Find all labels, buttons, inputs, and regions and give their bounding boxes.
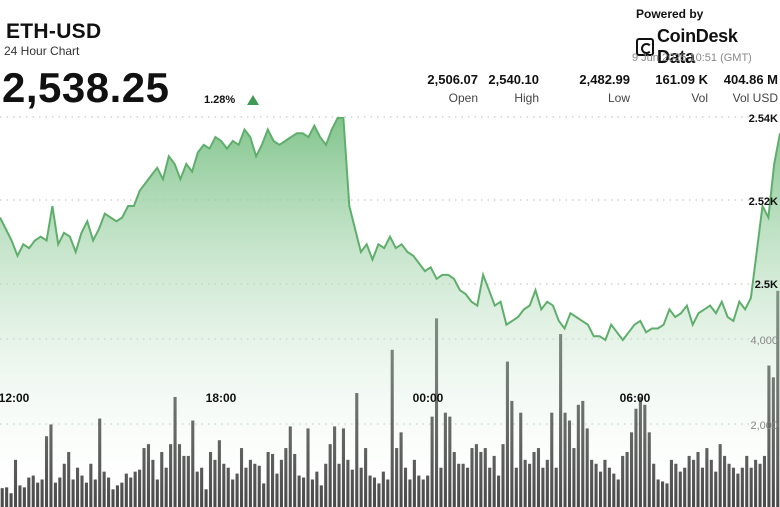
stat-value: 2,482.99	[579, 72, 630, 87]
x-tick-label: 12:00	[0, 391, 30, 405]
brand-name: CoinDesk Data	[656, 26, 738, 67]
price-area	[0, 118, 780, 507]
stat-label: Vol USD	[732, 91, 778, 105]
stat-value: 404.86 M	[723, 72, 778, 87]
x-tick-label: 18:00	[206, 391, 237, 405]
coindesk-logo-icon	[636, 38, 654, 56]
stat-label: Low	[607, 91, 630, 105]
stat-value: 161.09 K	[655, 72, 708, 87]
volume-tick-label: 2,000	[750, 420, 778, 432]
volume-tick-label: 4,000	[750, 335, 778, 347]
price-change: 1.28%	[204, 94, 236, 106]
y-tick-label: 2.5K	[755, 279, 778, 291]
y-tick-label: 2.54K	[749, 113, 778, 125]
stat-open: 2,506.07 Open	[427, 72, 478, 105]
x-tick-label: 06:00	[620, 391, 651, 405]
stat-label: Vol	[691, 91, 708, 105]
stat-low: 2,482.99 Low	[579, 72, 630, 105]
price-line	[0, 117, 780, 342]
stat-high: 2,540.10 High	[488, 72, 539, 105]
y-tick-label: 2.52K	[749, 196, 778, 208]
stat-vol-usd: 404.86 M Vol USD	[724, 72, 778, 105]
stat-value: 2,506.07	[427, 72, 478, 87]
symbol-title: ETH-USD	[6, 20, 102, 43]
stat-label: High	[514, 91, 539, 105]
powered-by-label: Powered by	[636, 7, 704, 21]
timestamp: 9 Jun 2025 10:51 (GMT)	[632, 52, 752, 64]
stat-value: 2,540.10	[488, 72, 539, 87]
chart-subtitle: 24 Hour Chart	[4, 44, 80, 58]
current-price: 2,538.25	[2, 64, 170, 111]
stat-label: Open	[448, 91, 478, 105]
up-arrow-icon	[247, 95, 259, 105]
stat-vol: 161.09 K Vol	[655, 72, 708, 105]
brand-logo: CoinDesk Data	[636, 26, 780, 68]
x-tick-label: 00:00	[413, 391, 444, 405]
